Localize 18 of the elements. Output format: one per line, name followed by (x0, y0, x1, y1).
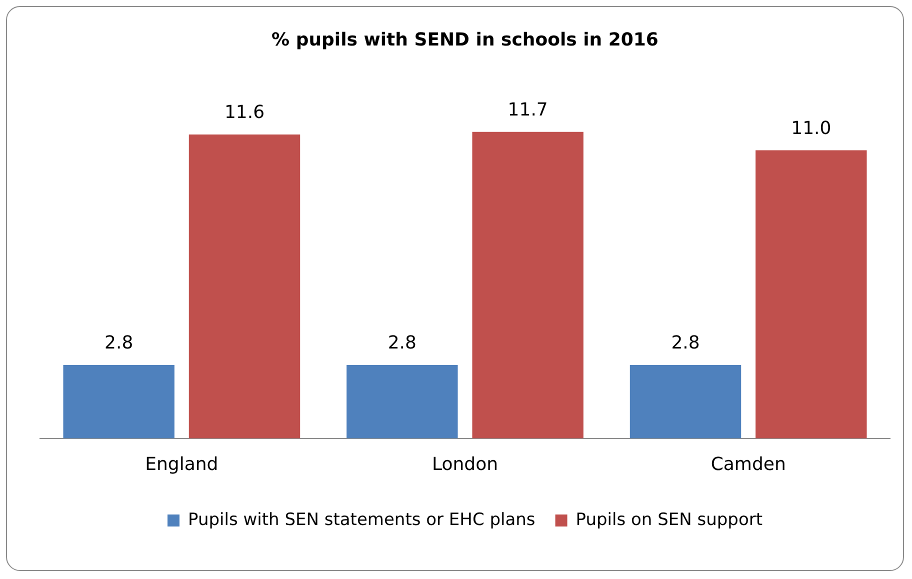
data-label: 2.8 (104, 332, 134, 354)
legend-label: Pupils with SEN statements or EHC plans (188, 510, 536, 530)
data-label: 2.8 (388, 332, 416, 354)
bar (630, 365, 742, 438)
bar (472, 132, 584, 438)
data-label: 11.6 (224, 102, 265, 124)
legend-label: Pupils on SEN support (576, 510, 763, 530)
bar (346, 365, 458, 438)
data-label: 2.8 (671, 332, 700, 354)
chart-title: % pupils with SEND in schools in 2016 (272, 29, 658, 50)
bar (188, 134, 300, 438)
x-tick-label: Camden (710, 454, 786, 475)
data-label: 11.0 (791, 118, 832, 139)
x-tick-label: London (432, 454, 498, 475)
bar (756, 150, 867, 438)
data-label: 11.7 (508, 100, 548, 121)
x-tick-label: England (145, 454, 218, 475)
bar (63, 365, 174, 438)
